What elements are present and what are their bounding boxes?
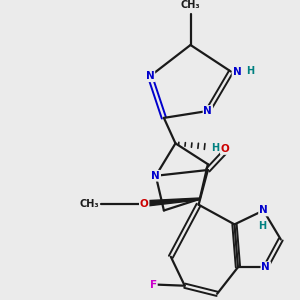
- Text: H: H: [212, 143, 220, 153]
- Text: CH₃: CH₃: [181, 0, 200, 10]
- Text: N: N: [146, 71, 154, 81]
- Text: O: O: [221, 144, 230, 154]
- Polygon shape: [144, 198, 200, 206]
- Text: N: N: [261, 262, 270, 272]
- Text: H: H: [246, 66, 254, 76]
- Text: N: N: [232, 67, 241, 76]
- Text: H: H: [258, 221, 266, 231]
- Text: O: O: [140, 199, 148, 208]
- Text: F: F: [150, 280, 157, 290]
- Text: N: N: [203, 106, 212, 116]
- Text: N: N: [259, 206, 268, 215]
- Text: CH₃: CH₃: [79, 199, 99, 208]
- Text: N: N: [152, 171, 160, 181]
